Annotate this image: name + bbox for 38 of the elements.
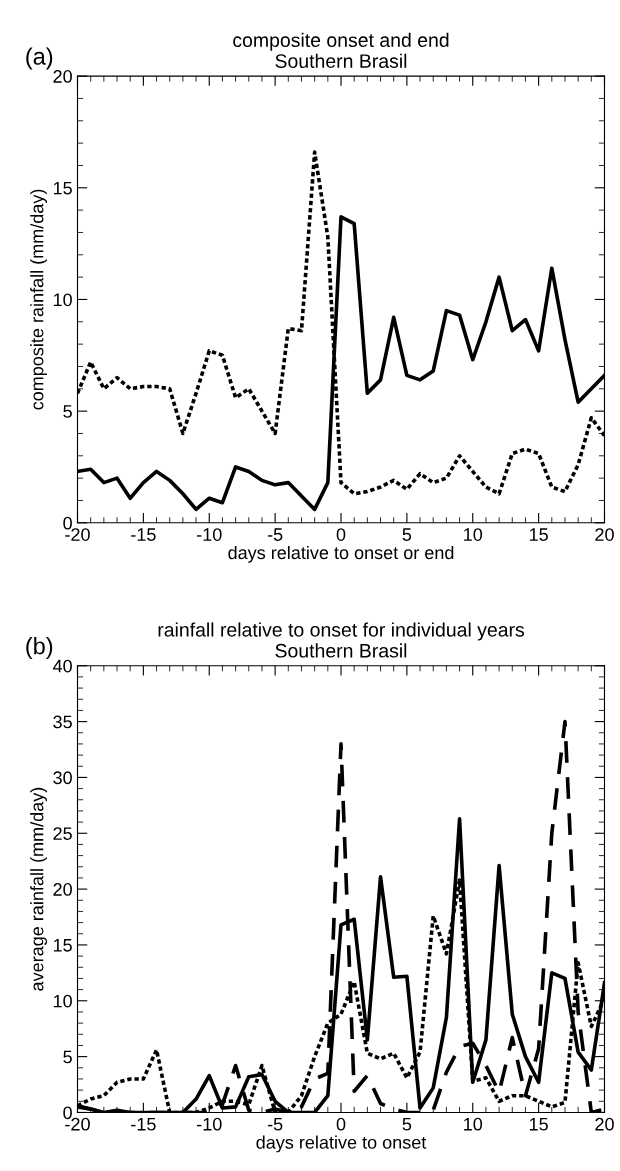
chart-title: composite onset and end Southern Brasil	[233, 32, 449, 68]
y-tick-label: 25	[53, 827, 72, 840]
x-tick-label: -20	[65, 528, 90, 541]
x-tick-label: 0	[336, 528, 346, 541]
x-tick-label: -5	[267, 528, 283, 541]
y-tick-label: 35	[53, 715, 72, 729]
y-tick-label: 10	[53, 293, 72, 307]
chart-title: rainfall relative to onset for individual years Southern Brasil	[158, 622, 525, 658]
text: (a)	[26, 47, 53, 70]
y-tick-label: 5	[63, 1050, 72, 1064]
x-tick-label: 5	[402, 1117, 412, 1131]
y-axis-title: average rainfall (mm/day)	[30, 787, 47, 991]
y-tick-label: 10	[53, 994, 72, 1008]
x-tick-label: 15	[529, 528, 548, 541]
x-tick-label: 0	[336, 1117, 346, 1131]
x-tick-label: 10	[464, 1117, 483, 1131]
y-tick-label: 0	[63, 516, 72, 530]
y-tick-label: 20	[53, 883, 72, 896]
x-tick-label: -10	[197, 1117, 222, 1131]
x-tick-label: -5	[267, 1117, 283, 1131]
x-tick-label: 20	[595, 1117, 614, 1131]
y-tick-label: 15	[53, 939, 72, 952]
y-tick-label: 40	[52, 659, 72, 673]
x-tick-label: 20	[595, 528, 614, 541]
x-tick-label: 5	[402, 528, 412, 541]
text: (b)	[26, 637, 53, 660]
y-tick-label: 5	[63, 405, 72, 418]
x-tick-label: -15	[131, 1117, 156, 1131]
y-axis-title: composite rainfall (mm/day)	[30, 189, 47, 410]
x-axis-title: days relative to onset	[256, 1135, 427, 1153]
x-tick-label: -10	[197, 528, 222, 541]
y-tick-label: 15	[53, 181, 72, 195]
x-axis-title: days relative to onset or end	[228, 545, 454, 563]
y-tick-label: 30	[53, 771, 72, 785]
y-tick-label: 20	[53, 70, 72, 83]
x-tick-label: -15	[131, 528, 156, 541]
x-tick-label: 10	[464, 528, 483, 541]
x-tick-label: 15	[529, 1117, 548, 1131]
